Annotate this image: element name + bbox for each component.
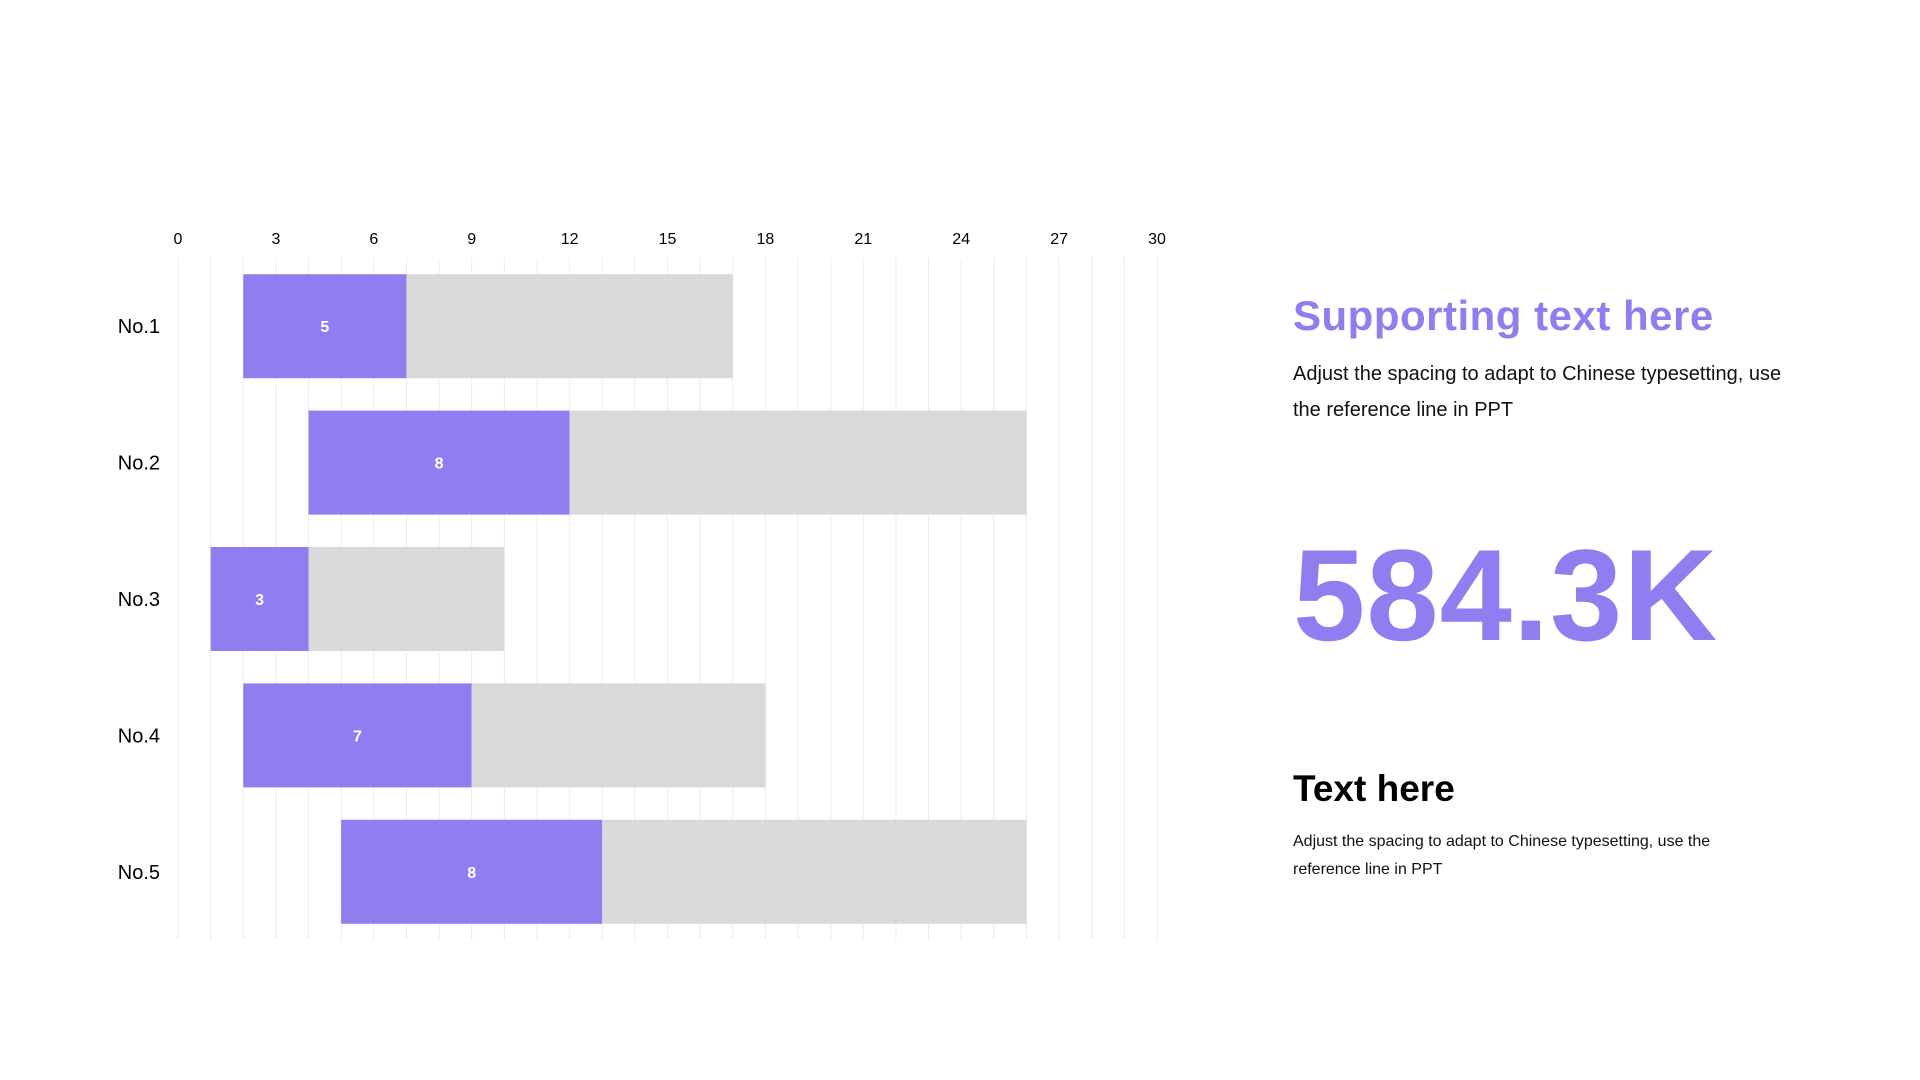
category-labels: No.1 No.2 No.3 No.4 No.5 xyxy=(118,316,160,884)
x-tick-label: 24 xyxy=(952,231,970,248)
supporting-body: Adjust the spacing to adapt to Chinese t… xyxy=(1293,363,1782,421)
bar-remainder-segment xyxy=(569,410,1027,515)
x-tick-label: 27 xyxy=(1050,231,1068,248)
bar-value-segment xyxy=(243,274,407,379)
x-tick-label: 18 xyxy=(757,231,775,248)
bar-value-segment xyxy=(243,683,472,788)
bar-remainder-segment xyxy=(308,547,505,651)
bars: 5 8 3 7 8 xyxy=(210,274,1027,924)
bar-value-segment xyxy=(308,410,570,515)
category-label: No.3 xyxy=(118,589,160,611)
bar-data-label: 7 xyxy=(353,728,362,745)
bar-value-segment xyxy=(341,819,603,924)
x-tick-label: 21 xyxy=(854,231,872,248)
x-axis-ticks: 0 3 6 9 12 15 18 21 24 27 30 xyxy=(174,231,1166,248)
bar-remainder-segment xyxy=(602,819,1027,924)
x-tick-label: 30 xyxy=(1148,231,1166,248)
category-label: No.2 xyxy=(118,453,160,475)
bar-data-label: 5 xyxy=(320,319,329,336)
category-label: No.4 xyxy=(118,725,160,747)
side-panel: Supporting text here Adjust the spacing … xyxy=(1293,290,1813,878)
category-label: No.1 xyxy=(118,316,160,338)
secondary-body: Adjust the spacing to adapt to Chinese t… xyxy=(1293,833,1711,878)
big-number: 584.3K xyxy=(1293,522,1719,668)
bar-data-label: 3 xyxy=(255,592,264,609)
supporting-title: Supporting text here xyxy=(1293,292,1714,339)
x-tick-label: 15 xyxy=(659,231,677,248)
bar-remainder-segment xyxy=(471,683,766,788)
bar-data-label: 8 xyxy=(435,456,444,473)
bar-remainder-segment xyxy=(406,274,733,379)
category-label: No.5 xyxy=(118,862,160,884)
x-tick-label: 12 xyxy=(561,231,579,248)
x-tick-label: 6 xyxy=(369,231,378,248)
x-tick-label: 3 xyxy=(271,231,280,248)
bar-data-label: 8 xyxy=(467,865,476,882)
x-tick-label: 0 xyxy=(174,231,183,248)
x-tick-label: 9 xyxy=(467,231,476,248)
bar-value-segment xyxy=(210,547,309,651)
secondary-title: Text here xyxy=(1293,768,1455,809)
